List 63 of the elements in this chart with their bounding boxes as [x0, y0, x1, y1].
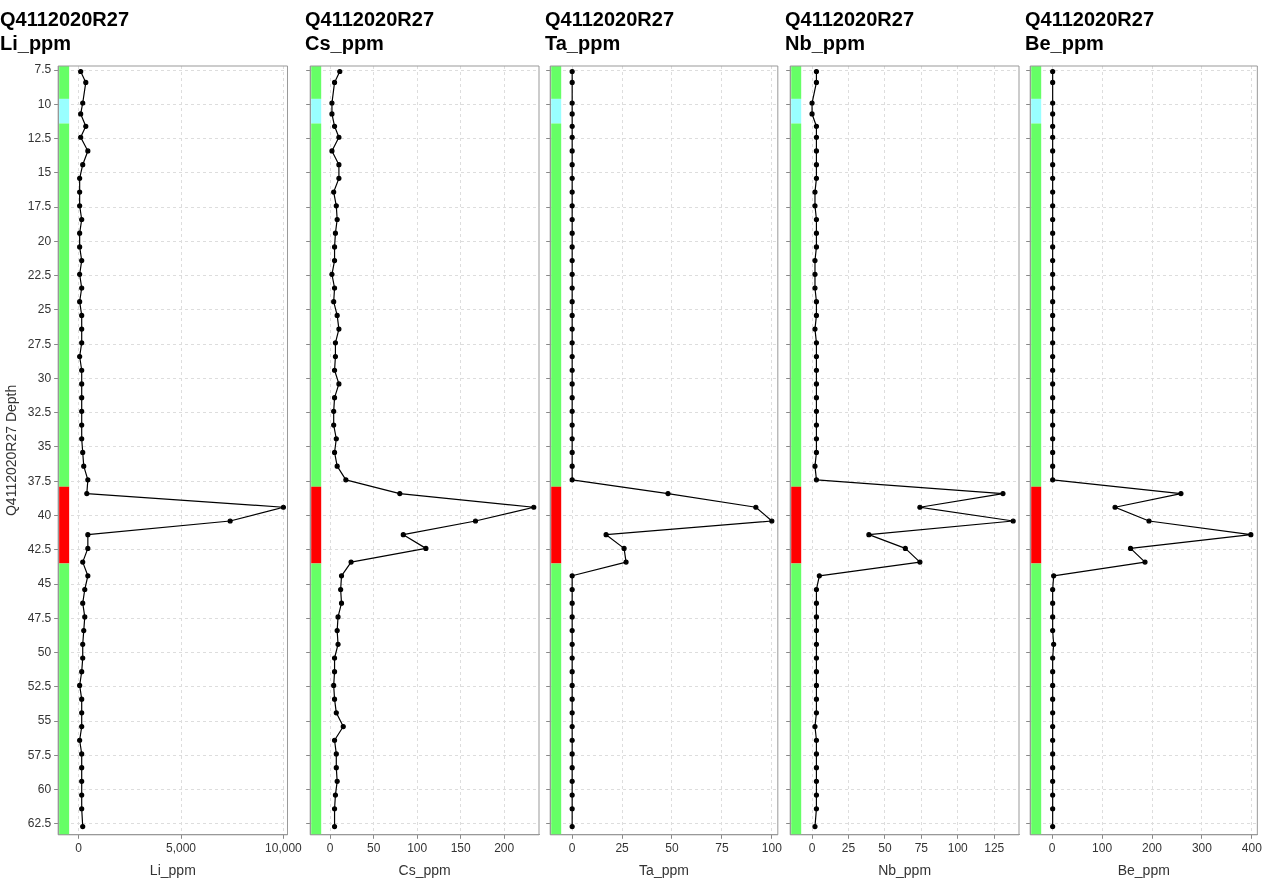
y-tick-label: 62.5: [27, 816, 52, 831]
y-tick-label: 25: [37, 302, 52, 317]
x-tick-label: 0: [568, 841, 576, 856]
x-tick-label: 150: [450, 841, 472, 856]
x-tick-label: 100: [761, 841, 783, 856]
y-tick-label: 17.5: [27, 199, 52, 214]
y-tick-label: 60: [37, 781, 52, 796]
chart-subtitle: Be_ppm: [1025, 31, 1104, 54]
y-tick-label: 52.5: [27, 679, 52, 694]
chart-subtitle: Nb_ppm: [785, 31, 865, 54]
chart-title: Q4112020R27: [305, 7, 435, 30]
y-tick-label: 22.5: [27, 267, 52, 282]
x-tick-label: 100: [407, 841, 428, 856]
y-tick-label: 7.5: [34, 62, 52, 77]
y-tick-label: 42.5: [27, 542, 52, 557]
x-tick-label: 50: [665, 841, 679, 856]
y-tick-label: 55: [37, 713, 52, 728]
x-tick-label: 0: [1048, 841, 1056, 856]
chart-title: Q4112020R27: [0, 7, 130, 30]
x-tick-label: 75: [914, 841, 929, 856]
x-tick-label: 125: [984, 841, 1005, 856]
y-axis-title: Q4112020R27 Depth: [3, 384, 20, 517]
x-tick-label: 50: [367, 841, 381, 856]
x-axis-title: Nb_ppm: [878, 862, 932, 879]
chart-title: Q4112020R27: [1025, 7, 1155, 30]
x-tick-label: 100: [1092, 841, 1113, 856]
x-tick-label: 0: [75, 841, 83, 856]
chart-subtitle: Ta_ppm: [545, 31, 621, 54]
x-axis-title: Cs_ppm: [398, 862, 451, 879]
x-axis-title: Li_ppm: [149, 862, 196, 879]
x-tick-label: 5,000: [166, 841, 197, 856]
y-tick-label: 27.5: [27, 336, 52, 351]
chart-subtitle: Li_ppm: [0, 31, 72, 54]
x-tick-label: 100: [947, 841, 969, 856]
y-tick-label: 40: [37, 507, 52, 522]
chart-title: Q4112020R27: [545, 7, 675, 30]
x-tick-label: 0: [808, 841, 816, 856]
x-tick-label: 25: [615, 841, 630, 856]
y-tick-label: 45: [37, 576, 52, 591]
y-tick-label: 15: [37, 165, 52, 180]
x-axis-title: Be_ppm: [1117, 862, 1170, 879]
x-tick-label: 50: [878, 841, 892, 856]
y-tick-label: 47.5: [27, 610, 52, 625]
y-tick-label: 50: [37, 644, 52, 659]
y-tick-label: 37.5: [27, 473, 52, 488]
y-tick-label: 35: [37, 439, 52, 454]
x-tick-label: 200: [494, 841, 515, 856]
y-tick-label: 32.5: [27, 405, 52, 420]
x-tick-label: 10,000: [265, 841, 303, 856]
x-tick-label: 0: [326, 841, 334, 856]
y-tick-label: 10: [37, 96, 52, 111]
y-tick-label: 20: [37, 233, 52, 248]
y-tick-label: 30: [37, 370, 52, 385]
chart-title: Q4112020R27: [785, 7, 915, 30]
x-tick-label: 75: [715, 841, 729, 856]
x-tick-label: 25: [841, 841, 856, 856]
y-tick-label: 57.5: [27, 747, 52, 762]
x-tick-label: 400: [1241, 841, 1263, 856]
x-axis-title: Ta_ppm: [639, 862, 689, 879]
x-tick-label: 300: [1191, 841, 1213, 856]
x-tick-label: 200: [1141, 841, 1163, 856]
chart-subtitle: Cs_ppm: [305, 31, 384, 54]
y-tick-label: 12.5: [27, 130, 52, 145]
